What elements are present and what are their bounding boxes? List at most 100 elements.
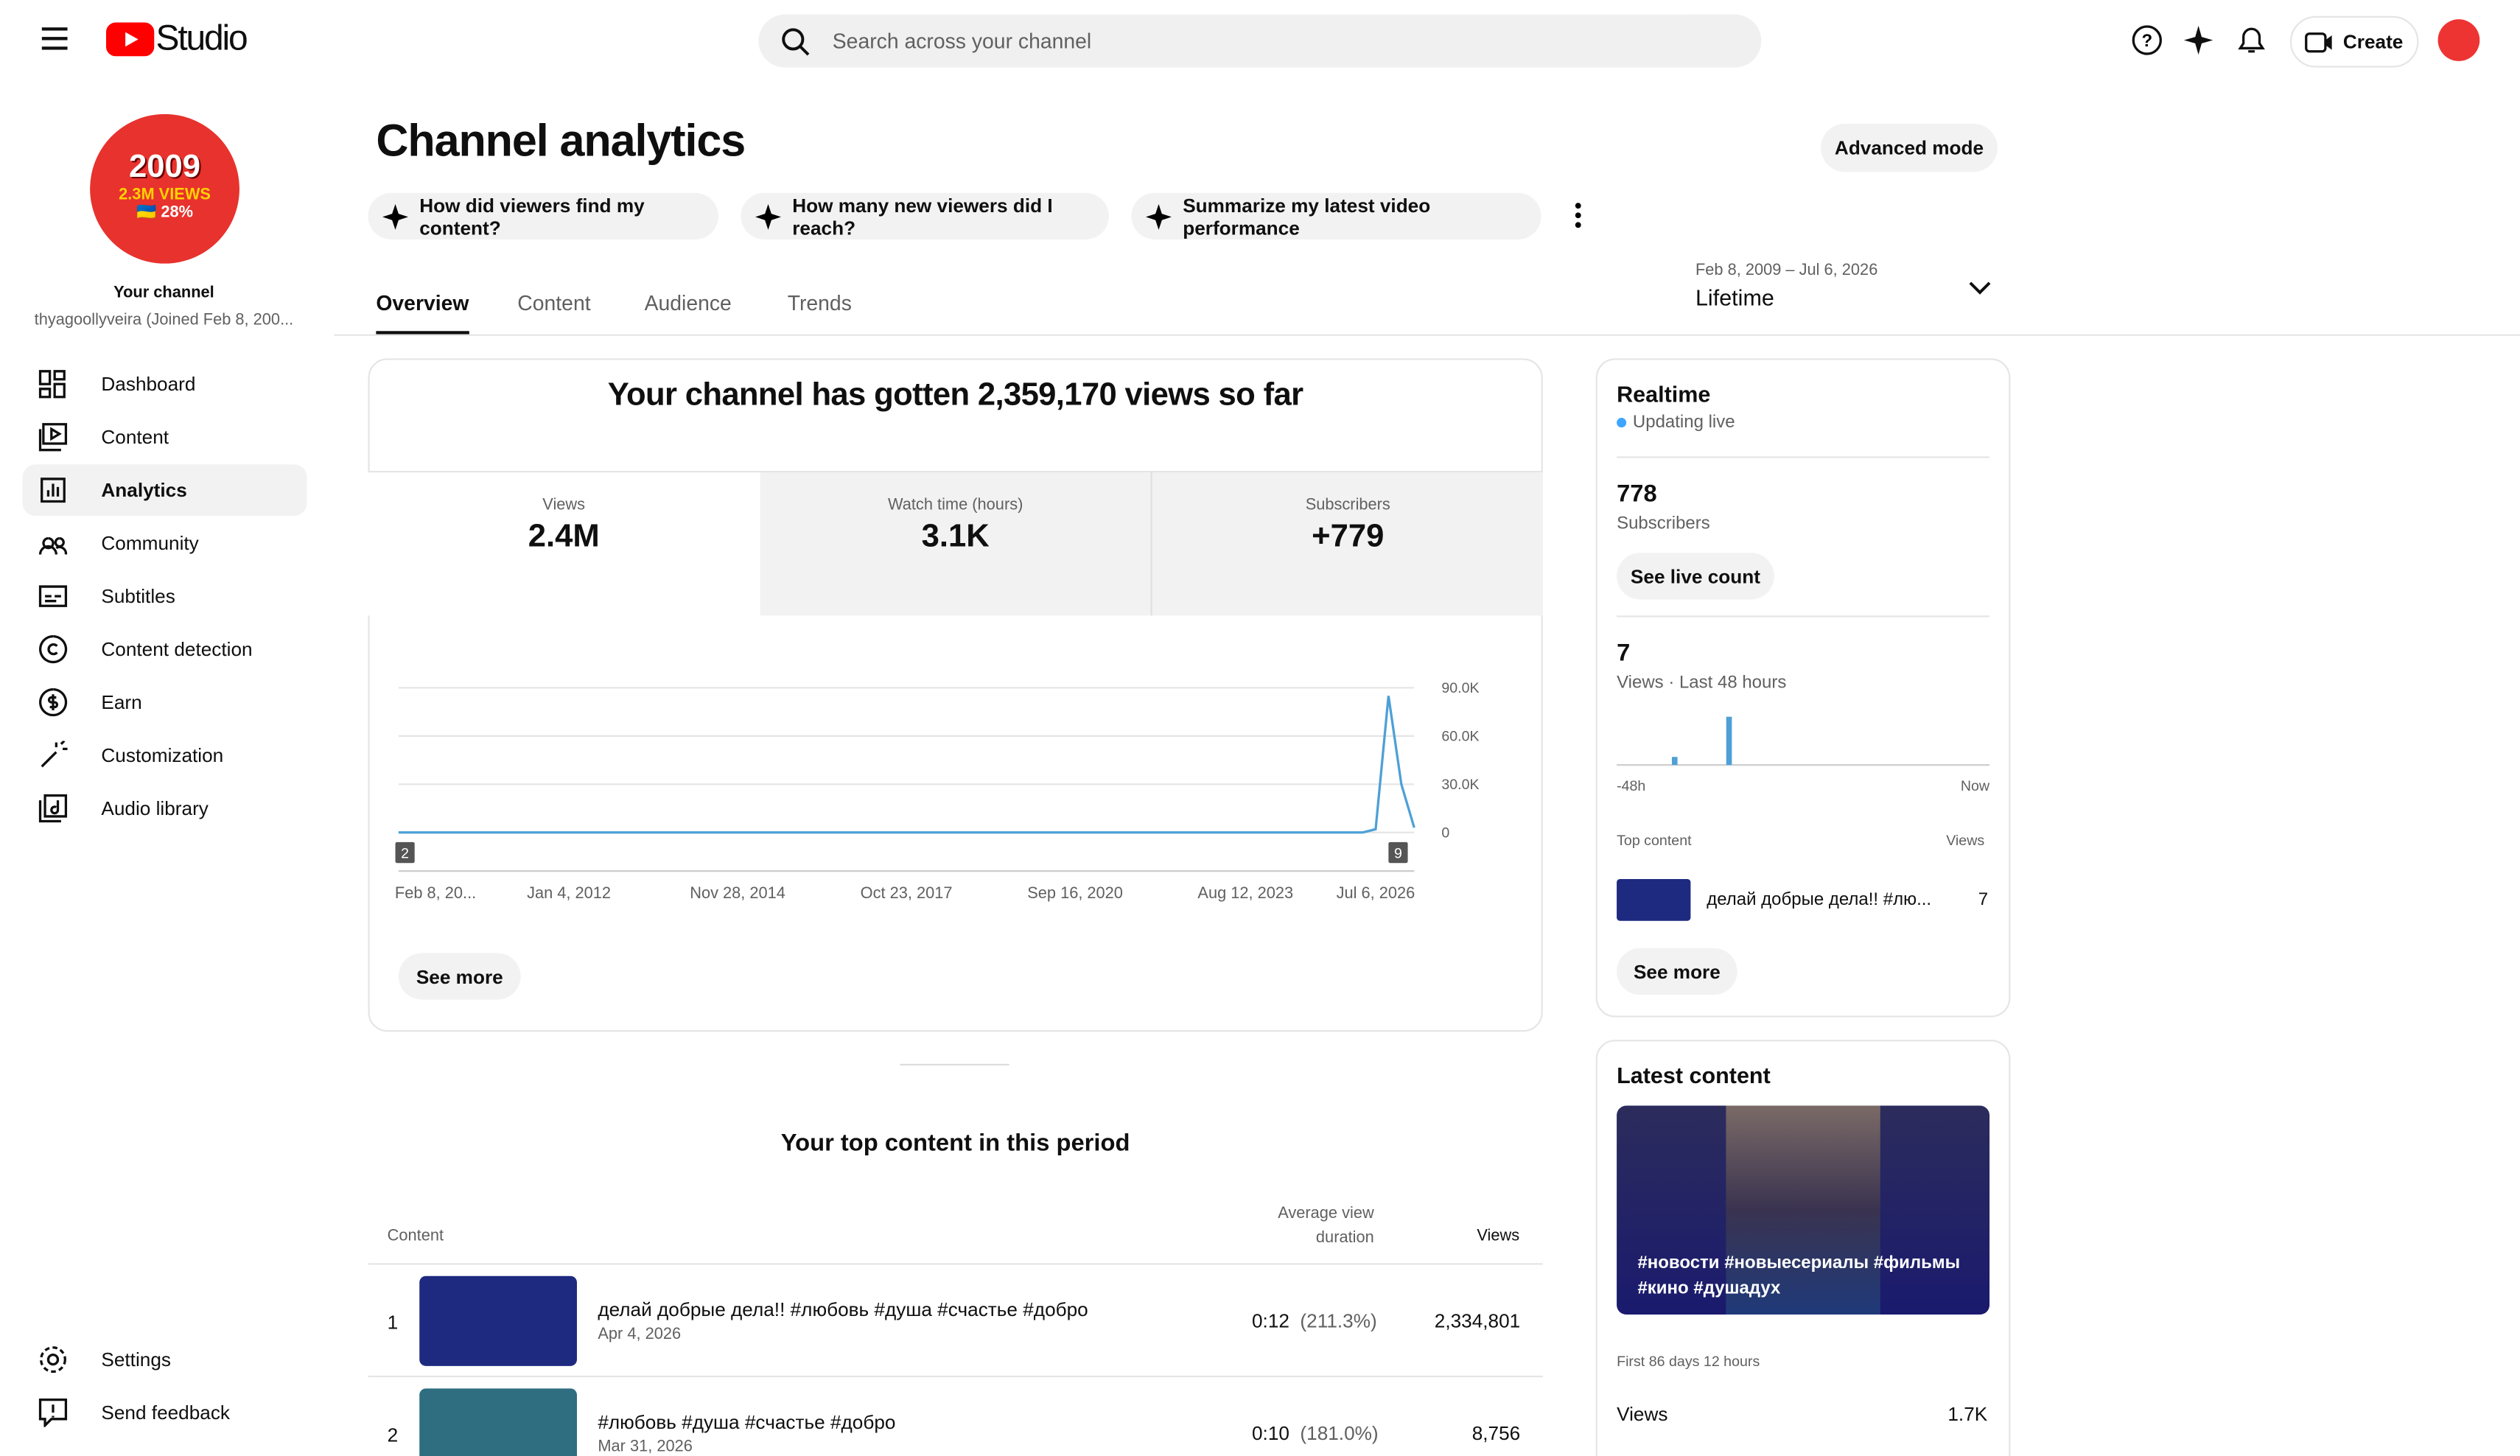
subscriber-count: 778 [1617,480,1657,508]
live-dot [1617,418,1627,428]
metric-value: 2.4M [528,519,600,555]
x-label: -48h [1617,778,1645,794]
nav-item[interactable]: Analytics [22,464,307,517]
thumbnail-text: #новости #новыесериалы #фильмы #кино #ду… [1637,1253,1961,1299]
metric-tab[interactable]: Views 2.4M [368,471,760,616]
video-date: Apr 4, 2026 [598,1326,682,1344]
header-icons[interactable]: ? [2131,24,2275,57]
nav-label: Community [101,531,199,555]
nav-label: Earn [101,690,142,714]
tab[interactable]: Overview [376,291,469,335]
tab[interactable]: Trends [787,290,852,315]
x-tick-label: Feb 8, 20... [395,883,476,902]
nav-item[interactable]: Customization [23,729,307,781]
y-tick-label: 90.0K [1441,680,1479,696]
account-avatar[interactable] [2437,19,2480,61]
nav-item[interactable]: Content [23,411,307,463]
overview-card [368,358,1543,1032]
y-tick-label: 0 [1441,825,1449,841]
metric-tab[interactable]: Subscribers +779 [1151,471,1543,616]
video-thumbnail[interactable] [419,1275,577,1366]
divider [1617,456,1990,458]
nav-icon [38,794,68,823]
nav-label: Send feedback [101,1401,231,1424]
icon-shape [38,423,68,452]
x-label: Now [1961,778,1989,794]
icon-shape [41,741,68,768]
headline: Your channel has gotten 2,359,170 views … [607,377,1303,413]
nav-item[interactable]: Settings [23,1334,307,1385]
menu-button[interactable] [41,27,68,50]
avg-percent: (211.3%) [1300,1309,1377,1333]
nav-icon [38,585,68,607]
video-thumbnail[interactable] [419,1388,577,1456]
live-status: Updating live [1632,413,1735,433]
metric-label: Views [542,496,586,514]
nav-item[interactable]: Dashboard [23,358,307,410]
see-more-button[interactable]: See more [398,953,521,1000]
nav-icon [38,536,68,555]
avatar-year: 2009 [129,149,201,185]
search-box[interactable]: Search across your channel [758,14,1762,68]
column-header: Views [1477,1228,1520,1246]
tab[interactable]: Content [517,290,591,315]
realtime-chart: -48h Now [1617,716,1990,794]
latest-thumbnail[interactable]: #новости #новыесериалы #фильмы #кино #ду… [1617,1105,1990,1315]
nav-item[interactable]: Content detection [23,623,307,675]
video-title[interactable]: делай добрые дела!! #любовь #душа #счаст… [598,1298,1088,1321]
prompt-chip[interactable]: How did viewers find my content? [368,192,718,239]
more-button[interactable] [1573,201,1583,230]
page-title: Channel analytics [376,116,746,166]
logo-icon[interactable] [105,22,155,57]
x-tick-label: Nov 28, 2014 [690,883,785,902]
nav-item[interactable]: Subtitles [23,570,307,622]
views-chart: 0 30.0K 60.0K 90.0K 2 9 Feb 8, 20... Jan 4, 201… [395,680,1480,902]
nav-item[interactable]: Audio library [23,783,307,834]
nav-label: Content detection [101,637,253,661]
metric-tab[interactable]: Watch time (hours) 3.1K [759,471,1152,616]
see-more-button[interactable]: See more [1617,948,1737,995]
video-title[interactable]: #любовь #душа #счастье #добро [598,1410,896,1434]
svg-text:?: ? [2141,31,2152,51]
advanced-mode-button[interactable]: Advanced mode [1821,123,1998,172]
range-marker [395,841,415,864]
nav-label: Analytics [101,478,187,502]
date-dropdown[interactable] [1969,279,1992,295]
nav-icon [41,477,66,503]
channel-label: Your channel [113,284,214,303]
views-column-label: Views [1946,832,1985,849]
table-row[interactable]: 2 #любовь #душа #счастье #добро Mar 31, 20… [368,1375,1543,1456]
icon-shape [39,635,68,664]
prompt-chip[interactable]: How many new viewers did I reach? [741,192,1109,239]
metric-value: 3.1K [921,519,990,555]
video-thumbnail[interactable] [1617,879,1691,921]
nav-icon [39,635,68,664]
top-video-title[interactable]: делай добрые дела!! #лю... [1707,890,1932,910]
nav-label: Customization [101,743,224,767]
x-tick-label: Oct 23, 2017 [861,883,953,902]
channel-avatar[interactable]: 2009 2.3M VIEWS 🇺🇦 28% [90,113,239,264]
logo-text[interactable]: Studio [155,17,248,58]
views-line [398,696,1415,834]
channel-name: thyagoollyveira (Joined Feb 8, 200... [34,312,294,330]
tab[interactable]: Audience [644,290,732,315]
avg-duration: 0:10 [1251,1422,1289,1445]
live-count-button[interactable]: See live count [1617,553,1774,600]
prompt-chip[interactable]: Summarize my latest video performance [1131,192,1541,239]
nav-item[interactable]: Send feedback [23,1387,307,1438]
avatar-views: 2.3M VIEWS [119,186,211,204]
latest-period: First 86 days 12 hours [1617,1353,1760,1370]
date-range[interactable]: Feb 8, 2009 – Jul 6, 2026 [1695,262,1878,280]
bar [1671,757,1678,766]
metric-value: +779 [1312,519,1385,555]
icon-shape [39,688,68,717]
nav-icon [38,423,68,452]
create-button[interactable]: Create [2289,15,2419,68]
table-row[interactable]: 1 делай добрые дела!! #любовь #душа #счас… [368,1263,1543,1377]
video-views: 2,334,801 [1434,1309,1521,1333]
nav-item[interactable]: Earn [23,676,307,728]
period[interactable]: Lifetime [1695,284,1774,310]
avg-duration: 0:12 [1251,1309,1289,1333]
nav-item[interactable]: Community [23,517,307,569]
